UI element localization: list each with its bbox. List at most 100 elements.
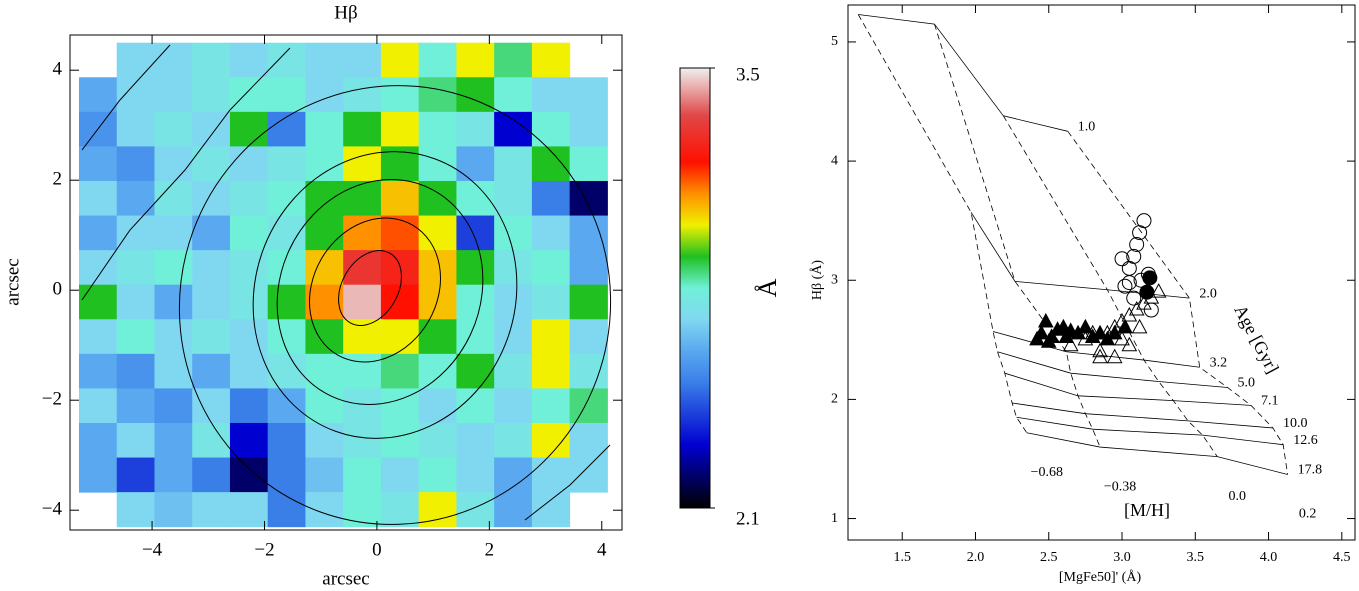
- map-pixel: [267, 42, 306, 78]
- map-pixel: [494, 388, 533, 424]
- map-pixel: [569, 319, 608, 355]
- map-pixel: [154, 284, 193, 320]
- point: [1092, 342, 1108, 358]
- x-tick-label: 4.5: [1333, 550, 1351, 565]
- map-pixel: [229, 353, 269, 389]
- point: [1142, 270, 1158, 286]
- metallicity-line: [1002, 115, 1218, 457]
- map-pixel: [456, 146, 495, 182]
- map-pixel: [569, 250, 608, 286]
- map-pixel: [78, 457, 118, 493]
- x-tick-label: 4.0: [1260, 550, 1278, 565]
- map-pixel: [456, 111, 495, 147]
- age-label: 3.2: [1210, 355, 1228, 370]
- map-pixel: [456, 77, 495, 113]
- map-pixel: [229, 284, 269, 320]
- map-pixel: [456, 284, 495, 320]
- map-pixel: [569, 457, 608, 493]
- y-tick-label: −4: [42, 499, 63, 520]
- metal-title: [M/H]: [1124, 500, 1170, 520]
- map-pixel: [456, 492, 495, 528]
- map-pixel: [380, 77, 420, 113]
- point: [1114, 251, 1130, 267]
- point: [1121, 336, 1138, 352]
- map-pixel: [418, 111, 457, 147]
- map-pixel: [418, 42, 457, 78]
- map-pixel: [569, 215, 608, 251]
- y-tick-label: −2: [42, 389, 62, 410]
- map-pixel: [531, 457, 571, 493]
- map-pixel: [192, 250, 231, 286]
- map-pixel: [229, 250, 269, 286]
- map-pixel: [229, 492, 269, 528]
- map-pixel: [305, 457, 344, 493]
- map-pixel: [380, 215, 420, 251]
- map-pixel: [192, 492, 231, 528]
- y-tick-label: 2: [53, 169, 63, 190]
- map-pixel: [569, 180, 608, 217]
- map-pixel: [154, 146, 193, 182]
- map-pixel: [343, 388, 382, 424]
- map-pixel: [229, 111, 269, 147]
- map-pixel: [456, 250, 495, 286]
- age-label: 17.8: [1298, 463, 1323, 478]
- map-pixel: [267, 284, 306, 320]
- plot-frame: [847, 4, 1356, 541]
- age-line: [1004, 372, 1251, 406]
- point: [1121, 306, 1138, 322]
- map-pixel: [380, 319, 420, 355]
- map-pixel: [380, 422, 420, 459]
- x-tick-label: −4: [142, 539, 163, 560]
- metallicity-label: −0.38: [1104, 479, 1136, 494]
- point: [1128, 300, 1145, 316]
- map-pixel: [116, 319, 155, 355]
- map-pixel: [154, 353, 193, 389]
- map-pixel: [154, 457, 193, 493]
- map-pixel: [531, 422, 571, 459]
- age-label: 5.0: [1238, 376, 1256, 391]
- map-pixel: [192, 457, 231, 493]
- map-pixel: [380, 111, 420, 147]
- map-pixel: [569, 388, 608, 424]
- map-pixel: [456, 422, 495, 459]
- map-pixel: [116, 180, 155, 217]
- map-pixel: [154, 180, 193, 217]
- point: [1062, 336, 1079, 352]
- map-pixel: [531, 111, 571, 147]
- map-pixel: [531, 215, 571, 251]
- map-pixel: [192, 422, 231, 459]
- map-pixel: [380, 180, 420, 217]
- map-pixel: [192, 77, 231, 113]
- age-label: 10.0: [1283, 416, 1308, 431]
- map-pixel: [531, 180, 571, 217]
- age-label: 2.0: [1199, 286, 1217, 301]
- y-tick-label: 2: [831, 392, 838, 407]
- map-pixel: [267, 319, 306, 355]
- map-pixel: [494, 457, 533, 493]
- map-pixel: [418, 146, 457, 182]
- map-pixel: [116, 457, 155, 493]
- colorbar-tick-label: 2.1: [736, 508, 760, 529]
- map-pixel: [305, 111, 344, 147]
- map-pixel: [305, 492, 344, 528]
- y-axis-label: arcsec: [2, 258, 23, 305]
- map-pixel: [154, 215, 193, 251]
- map-pixel: [305, 77, 344, 113]
- map-pixel: [569, 422, 608, 459]
- map-title: Hβ: [334, 2, 357, 23]
- map-pixel: [267, 215, 306, 251]
- isophotes: [81, 44, 612, 525]
- map-pixel: [229, 215, 269, 251]
- map-pixel: [267, 422, 306, 459]
- map-pixel: [154, 319, 193, 355]
- map-pixel: [494, 77, 533, 113]
- map-pixel: [116, 422, 155, 459]
- metallicity-label: 0.2: [1299, 507, 1317, 522]
- map-pixel: [78, 180, 118, 217]
- map-pixel: [343, 42, 382, 78]
- map-pixel: [305, 284, 344, 320]
- map-pixel: [494, 284, 533, 320]
- map-pixel: [343, 180, 382, 217]
- map-pixel: [267, 457, 306, 493]
